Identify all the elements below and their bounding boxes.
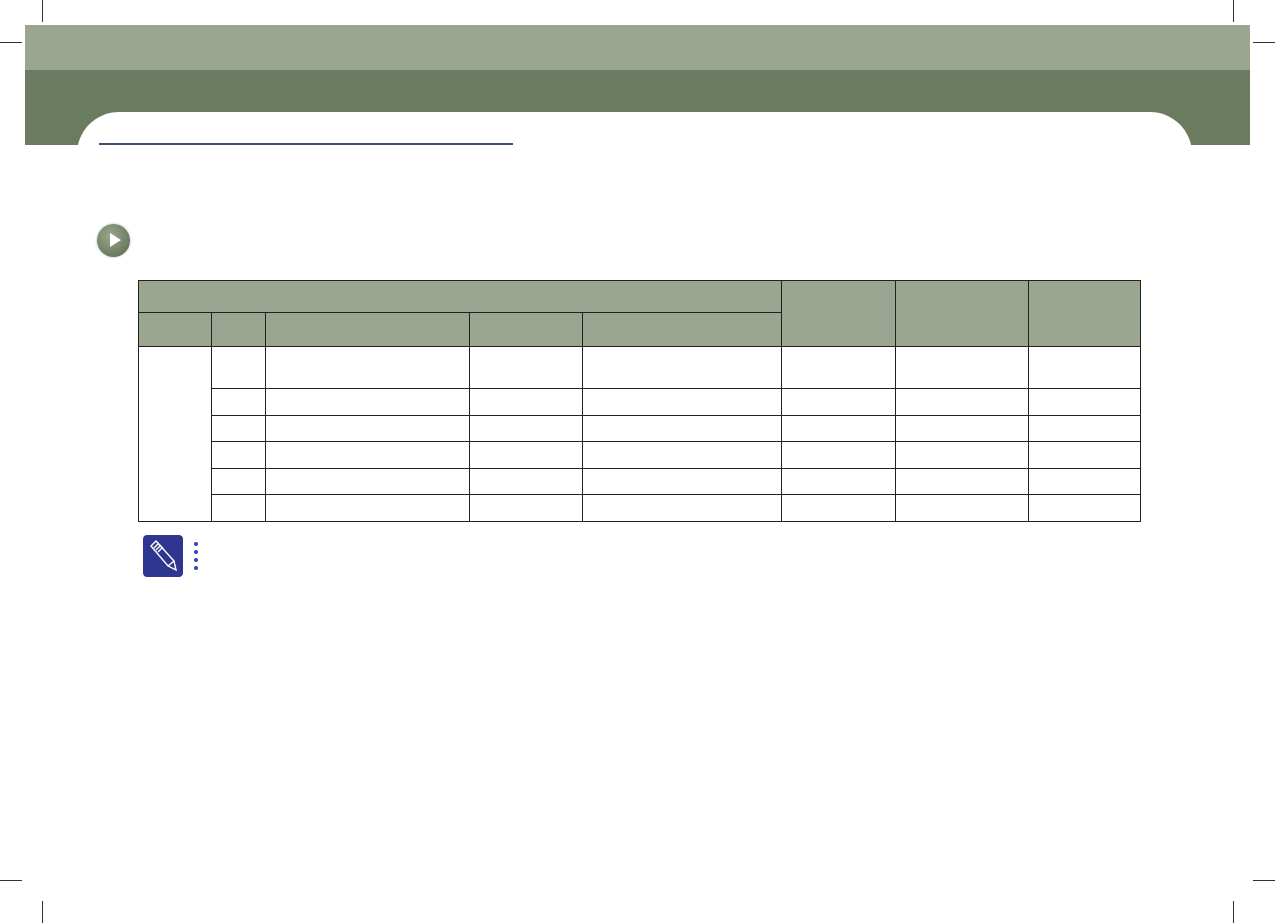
- table-cell: [211, 415, 266, 442]
- crop-mark: [1253, 42, 1275, 43]
- title-underline: [99, 143, 513, 145]
- table-cell: [781, 494, 896, 522]
- table-header-row: [138, 280, 1141, 347]
- table-cell: [781, 441, 896, 469]
- table-cell: [211, 494, 266, 522]
- table-cell: [469, 388, 583, 416]
- crop-mark: [1233, 901, 1234, 923]
- table-cell: [895, 494, 1029, 522]
- table-cell: [211, 441, 266, 469]
- table-cell: [781, 346, 896, 389]
- table-header-cell: [781, 280, 896, 347]
- table-cell: [582, 415, 782, 442]
- table-cell: [582, 441, 782, 469]
- table-row: [139, 388, 1141, 416]
- crop-mark: [0, 42, 22, 43]
- table-cell: [895, 415, 1029, 442]
- table-row: [139, 441, 1141, 469]
- crop-mark: [1233, 0, 1234, 22]
- table-cell: [781, 468, 896, 495]
- table-cell: [1028, 494, 1141, 522]
- table-cell: [895, 468, 1029, 495]
- header-band-light: [25, 25, 1250, 70]
- table-cell: [265, 346, 470, 389]
- data-table: [138, 280, 1141, 522]
- table-row: [139, 415, 1141, 442]
- table-header-cell: [895, 280, 1029, 347]
- table-cell: [895, 388, 1029, 416]
- table-cell: [582, 388, 782, 416]
- table-cell: [265, 494, 470, 522]
- table-cell: [1028, 388, 1141, 416]
- table-cell: [781, 415, 896, 442]
- table-cell: [469, 468, 583, 495]
- pencil-note-icon: [143, 535, 183, 577]
- table-header-cell: [211, 312, 266, 347]
- table-header-cell: [265, 312, 470, 347]
- table-row: [138, 346, 1141, 522]
- table-header-cell: [138, 280, 782, 313]
- crop-mark: [0, 880, 22, 881]
- table-cell: [895, 441, 1029, 469]
- table-cell: [265, 468, 470, 495]
- table-cell: [1028, 415, 1141, 442]
- table-cell: [582, 346, 782, 389]
- crop-mark: [1253, 880, 1275, 881]
- table-cell: [265, 441, 470, 469]
- table-row: [139, 468, 1141, 495]
- table-cell: [1028, 468, 1141, 495]
- table-cell: [211, 388, 266, 416]
- table-cell: [469, 415, 583, 442]
- content-panel: [77, 112, 1192, 172]
- crop-mark: [42, 0, 43, 22]
- table-cell: [211, 468, 266, 495]
- table-cell: [138, 346, 212, 522]
- table-subheader-row: [138, 312, 1141, 347]
- table-cell: [582, 494, 782, 522]
- table-row: [139, 494, 1141, 522]
- table-cell: [781, 388, 896, 416]
- table-cell: [469, 441, 583, 469]
- play-circle-icon: [97, 224, 130, 257]
- table-header-cell: [469, 312, 583, 347]
- crop-mark: [42, 901, 43, 923]
- table-header-cell: [138, 312, 212, 347]
- table-cell: [265, 388, 470, 416]
- table-cell: [469, 494, 583, 522]
- table-header-cell: [582, 312, 782, 347]
- table-cell: [469, 346, 583, 389]
- table-header-cell: [1028, 280, 1141, 347]
- table-cell: [211, 346, 266, 389]
- table-cell: [265, 415, 470, 442]
- table-cell: [582, 468, 782, 495]
- table-cell: [1028, 441, 1141, 469]
- table-cell: [1028, 346, 1141, 389]
- note-dots-decoration: [194, 542, 198, 574]
- table-cell: [895, 346, 1029, 389]
